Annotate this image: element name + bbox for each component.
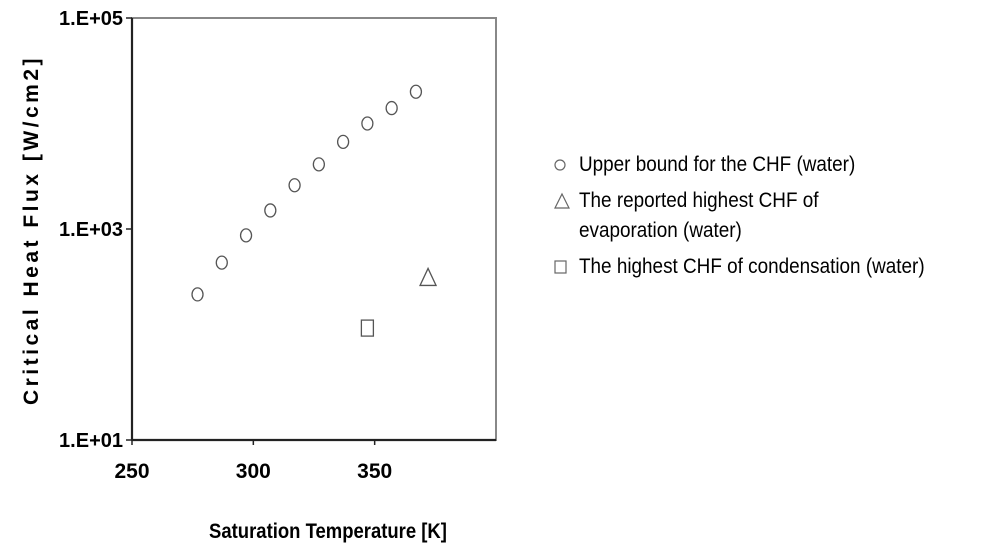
data-point-square [361, 320, 373, 336]
square-marker-icon [553, 252, 579, 282]
x-tick-label: 300 [236, 460, 271, 483]
y-tick-label: 1.E+05 [59, 8, 123, 30]
circle-marker-icon [553, 150, 579, 180]
y-tick-label: 1.E+01 [59, 430, 123, 452]
plot-frame [132, 18, 496, 440]
legend-label-continued: evaporation (water) [579, 216, 819, 246]
series-circle [192, 85, 421, 301]
data-point-circle [216, 256, 227, 269]
data-point-circle [410, 85, 421, 98]
data-point-circle [386, 102, 397, 115]
legend-label: The reported highest CHF of [579, 189, 819, 212]
y-tick-label: 1.E+03 [59, 219, 123, 241]
legend-label: The highest CHF of condensation (water) [579, 252, 925, 282]
triangle-marker-icon [553, 186, 579, 216]
series-triangle [420, 268, 436, 285]
data-point-circle [338, 135, 349, 148]
legend: Upper bound for the CHF (water) The repo… [553, 150, 963, 282]
legend-label: Upper bound for the CHF (water) [579, 150, 855, 180]
data-point-circle [313, 158, 324, 171]
data-point-circle [192, 288, 203, 301]
data-point-circle [362, 117, 373, 130]
data-point-circle [265, 204, 276, 217]
legend-item-evaporation: The reported highest CHF of evaporation … [553, 186, 963, 246]
legend-item-upper-bound: Upper bound for the CHF (water) [553, 150, 963, 180]
y-axis-label: Critical Heat Flux [W/cm2] [12, 20, 52, 440]
series-square [361, 320, 373, 336]
x-tick-label: 250 [114, 460, 149, 483]
x-tick-label: 350 [357, 460, 392, 483]
data-point-circle [241, 229, 252, 242]
data-point-circle [289, 179, 300, 192]
x-axis-label: Saturation Temperature [K] [143, 520, 513, 544]
data-point-triangle [420, 268, 436, 285]
legend-item-condensation: The highest CHF of condensation (water) [553, 252, 963, 282]
